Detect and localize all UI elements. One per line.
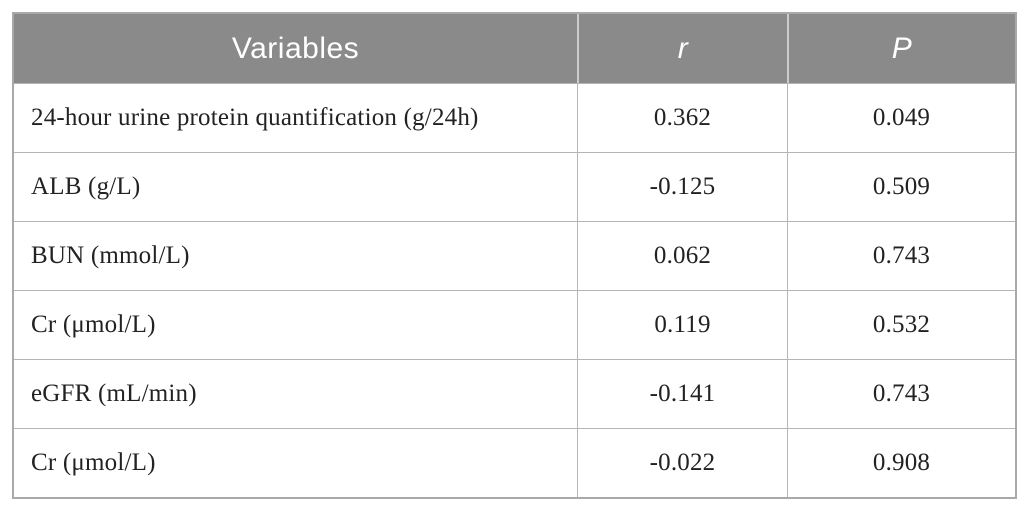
- correlation-table: Variables r P 24-hour urine protein quan…: [12, 12, 1017, 499]
- variable-cell: Cr (μmol/L): [14, 428, 577, 497]
- table-row: BUN (mmol/L) 0.062 0.743: [14, 221, 1015, 290]
- p-value-cell: 0.509: [787, 152, 1015, 221]
- r-value-cell: -0.022: [577, 428, 787, 497]
- p-value-cell: 0.743: [787, 221, 1015, 290]
- table-row: ALB (g/L) -0.125 0.509: [14, 152, 1015, 221]
- table-row: eGFR (mL/min) -0.141 0.743: [14, 359, 1015, 428]
- table-row: Cr (μmol/L) 0.119 0.532: [14, 290, 1015, 359]
- p-value-cell: 0.908: [787, 428, 1015, 497]
- r-value-cell: -0.141: [577, 359, 787, 428]
- p-value-cell: 0.743: [787, 359, 1015, 428]
- col-header-p: P: [787, 14, 1015, 83]
- variable-cell: BUN (mmol/L): [14, 221, 577, 290]
- variable-cell: eGFR (mL/min): [14, 359, 577, 428]
- variable-cell: 24-hour urine protein quantification (g/…: [14, 83, 577, 152]
- r-value-cell: 0.062: [577, 221, 787, 290]
- table-body: 24-hour urine protein quantification (g/…: [14, 83, 1015, 497]
- p-value-cell: 0.049: [787, 83, 1015, 152]
- variable-cell: Cr (μmol/L): [14, 290, 577, 359]
- table-row: 24-hour urine protein quantification (g/…: [14, 83, 1015, 152]
- r-value-cell: -0.125: [577, 152, 787, 221]
- r-value-cell: 0.119: [577, 290, 787, 359]
- variable-cell: ALB (g/L): [14, 152, 577, 221]
- col-header-variables: Variables: [14, 14, 577, 83]
- col-header-r: r: [577, 14, 787, 83]
- p-value-cell: 0.532: [787, 290, 1015, 359]
- table-row: Cr (μmol/L) -0.022 0.908: [14, 428, 1015, 497]
- table-header-row: Variables r P: [14, 14, 1015, 83]
- r-value-cell: 0.362: [577, 83, 787, 152]
